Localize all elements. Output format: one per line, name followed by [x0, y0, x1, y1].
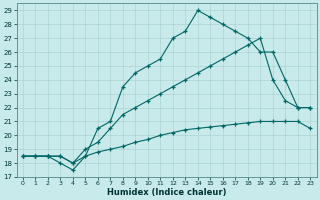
X-axis label: Humidex (Indice chaleur): Humidex (Indice chaleur) [107, 188, 226, 197]
